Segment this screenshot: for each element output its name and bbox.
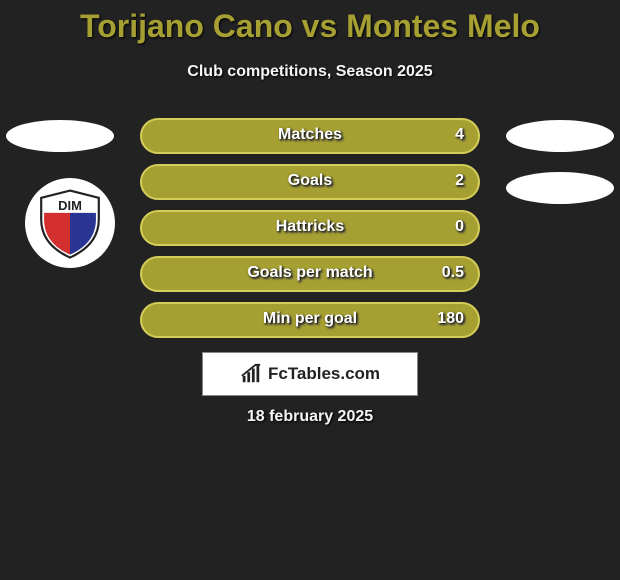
stats-bars: Matches 4 Goals 2 Hattricks 0 Goals per … — [140, 118, 480, 348]
stat-bar-goals: Goals 2 — [140, 164, 480, 200]
subtitle: Club competitions, Season 2025 — [0, 63, 620, 81]
chart-icon — [240, 363, 262, 385]
stat-label: Goals per match — [142, 264, 478, 282]
brand-box: FcTables.com — [202, 352, 418, 396]
player2-placeholder — [506, 120, 614, 152]
stat-value: 180 — [437, 310, 464, 328]
club-logo-text: DIM — [58, 198, 82, 213]
stat-value: 0 — [455, 218, 464, 236]
stat-label: Min per goal — [142, 310, 478, 328]
stat-value: 0.5 — [442, 264, 464, 282]
page-title: Torijano Cano vs Montes Melo — [0, 0, 620, 45]
stat-value: 4 — [455, 126, 464, 144]
stat-bar-min-per-goal: Min per goal 180 — [140, 302, 480, 338]
stat-label: Matches — [142, 126, 478, 144]
date-text: 18 february 2025 — [0, 408, 620, 426]
club-shield-icon: DIM — [34, 187, 106, 259]
stat-bar-matches: Matches 4 — [140, 118, 480, 154]
stat-label: Hattricks — [142, 218, 478, 236]
stat-bar-goals-per-match: Goals per match 0.5 — [140, 256, 480, 292]
stat-bar-hattricks: Hattricks 0 — [140, 210, 480, 246]
stat-value: 2 — [455, 172, 464, 190]
player1-placeholder — [6, 120, 114, 152]
club1-logo: DIM — [25, 178, 115, 268]
stat-label: Goals — [142, 172, 478, 190]
club2-placeholder — [506, 172, 614, 204]
brand-text: FcTables.com — [268, 364, 380, 384]
